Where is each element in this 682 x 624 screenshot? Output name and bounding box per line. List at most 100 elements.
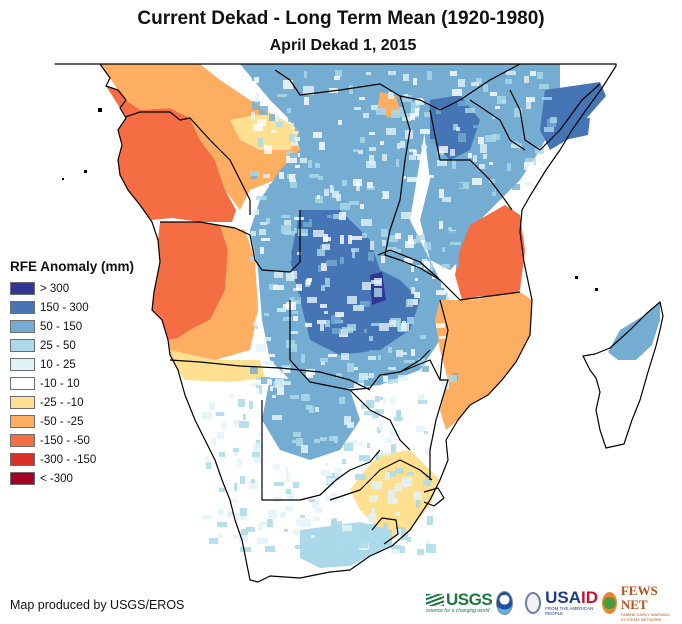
anomaly-pixel: [287, 108, 291, 113]
anomaly-pixel: [390, 429, 397, 437]
anomaly-pixel: [427, 92, 432, 96]
anomaly-pixel: [402, 477, 412, 486]
anomaly-pixel: [388, 379, 398, 384]
legend-item: -25 - -10: [10, 393, 150, 412]
anomaly-pixel: [319, 142, 325, 150]
anomaly-pixel: [359, 97, 365, 100]
anomaly-pixel: [301, 394, 310, 401]
anomaly-pixel: [371, 481, 382, 489]
anomaly-pixel: [311, 535, 315, 538]
anomaly-pixel: [390, 397, 395, 404]
anomaly-pixel: [333, 541, 341, 548]
legend-title: RFE Anomaly (mm): [10, 259, 135, 274]
anomaly-pixel: [331, 493, 337, 502]
border-botswana-zimbabwe: [349, 389, 411, 451]
noaa-logo-icon: [496, 591, 513, 615]
anomaly-pixel: [402, 336, 406, 345]
anomaly-pixel: [416, 500, 420, 508]
anomaly-pixel: [294, 217, 304, 220]
anomaly-pixel: [524, 76, 529, 83]
anomaly-pixel: [424, 342, 427, 345]
anomaly-pixel: [446, 295, 455, 300]
anomaly-pixel: [381, 229, 388, 237]
anomaly-pixel: [497, 96, 506, 104]
anomaly-pixel: [369, 147, 376, 151]
anomaly-pixel: [261, 377, 270, 384]
anomaly-pixel: [348, 103, 354, 108]
anomaly-region-madagascar-north-wet: [608, 302, 660, 360]
anomaly-pixel: [458, 133, 466, 142]
partner-logos: USGS science for a changing world USAID …: [426, 584, 682, 622]
anomaly-pixel: [366, 161, 376, 168]
anomaly-pixel: [418, 358, 425, 366]
anomaly-pixel: [489, 162, 493, 165]
anomaly-pixel: [369, 132, 375, 135]
anomaly-pixel: [306, 405, 312, 410]
legend-label: -300 - -150: [40, 453, 97, 466]
anomaly-pixel: [269, 114, 275, 121]
anomaly-pixel: [439, 146, 448, 153]
anomaly-pixel: [401, 532, 408, 540]
anomaly-pixel: [386, 128, 396, 135]
anomaly-pixel: [284, 529, 288, 532]
anomaly-pixel: [281, 512, 285, 516]
anomaly-pixel: [393, 383, 403, 387]
border-tanzania-mozambique: [377, 249, 521, 301]
border-uganda-kenya-tanzania: [429, 109, 513, 211]
anomaly-pixel: [256, 344, 266, 352]
anomaly-pixel: [321, 470, 330, 476]
anomaly-pixel: [347, 363, 354, 372]
usgs-logo: USGS science for a changing world: [426, 591, 493, 614]
anomaly-pixel: [375, 396, 380, 402]
map-subtitle: April Dekad 1, 2015: [269, 37, 417, 54]
anomaly-pixel: [234, 452, 238, 456]
anomaly-pixel: [328, 354, 337, 357]
anomaly-pixel: [369, 336, 373, 341]
anomaly-pixel: [314, 439, 320, 443]
anomaly-pixel: [289, 174, 296, 182]
anomaly-pixel: [290, 344, 297, 352]
anomaly-pixel: [367, 182, 373, 188]
anomaly-pixel: [253, 322, 258, 326]
anomaly-pixel: [397, 546, 405, 553]
anomaly-pixel: [233, 448, 239, 452]
anomaly-pixel: [413, 492, 422, 500]
anomaly-pixel: [424, 242, 431, 250]
anomaly-pixel: [437, 160, 447, 166]
anomaly-pixel: [339, 397, 345, 404]
anomaly-pixel: [396, 350, 403, 357]
anomaly-pixel: [354, 383, 364, 390]
anomaly-pixel: [452, 160, 456, 169]
anomaly-pixel: [325, 496, 332, 501]
anomaly-pixel: [255, 317, 261, 325]
anomaly-pixel: [286, 151, 293, 155]
anomaly-pixel: [362, 282, 371, 290]
anomaly-pixel: [338, 120, 342, 125]
legend-item: -50 - -25: [10, 412, 150, 431]
anomaly-pixel: [379, 323, 389, 331]
anomaly-pixel: [309, 174, 319, 178]
anomaly-pixel: [340, 194, 350, 201]
anomaly-pixel: [356, 182, 360, 191]
anomaly-pixel: [417, 549, 424, 555]
anomaly-pixel: [339, 212, 346, 220]
anomaly-pixel: [251, 383, 259, 387]
anomaly-pixel: [216, 412, 224, 416]
anomaly-pixel: [479, 164, 485, 169]
anomaly-pixel: [218, 534, 223, 537]
anomaly-pixel: [366, 72, 371, 75]
island-sao-tome: [84, 170, 87, 173]
anomaly-pixel: [275, 77, 282, 85]
anomaly-pixel: [512, 184, 520, 190]
anomaly-pixel: [404, 94, 408, 98]
border-angola-drc: [160, 210, 301, 273]
anomaly-pixel: [267, 354, 275, 357]
anomaly-pixel: [539, 84, 549, 89]
anomaly-pixel: [206, 456, 209, 461]
anomaly-pixel: [259, 106, 268, 115]
legend-swatch: [10, 301, 35, 314]
anomaly-pixel: [355, 474, 366, 480]
anomaly-pixel: [256, 377, 263, 380]
anomaly-pixel: [325, 278, 330, 287]
anomaly-pixel: [396, 268, 402, 276]
